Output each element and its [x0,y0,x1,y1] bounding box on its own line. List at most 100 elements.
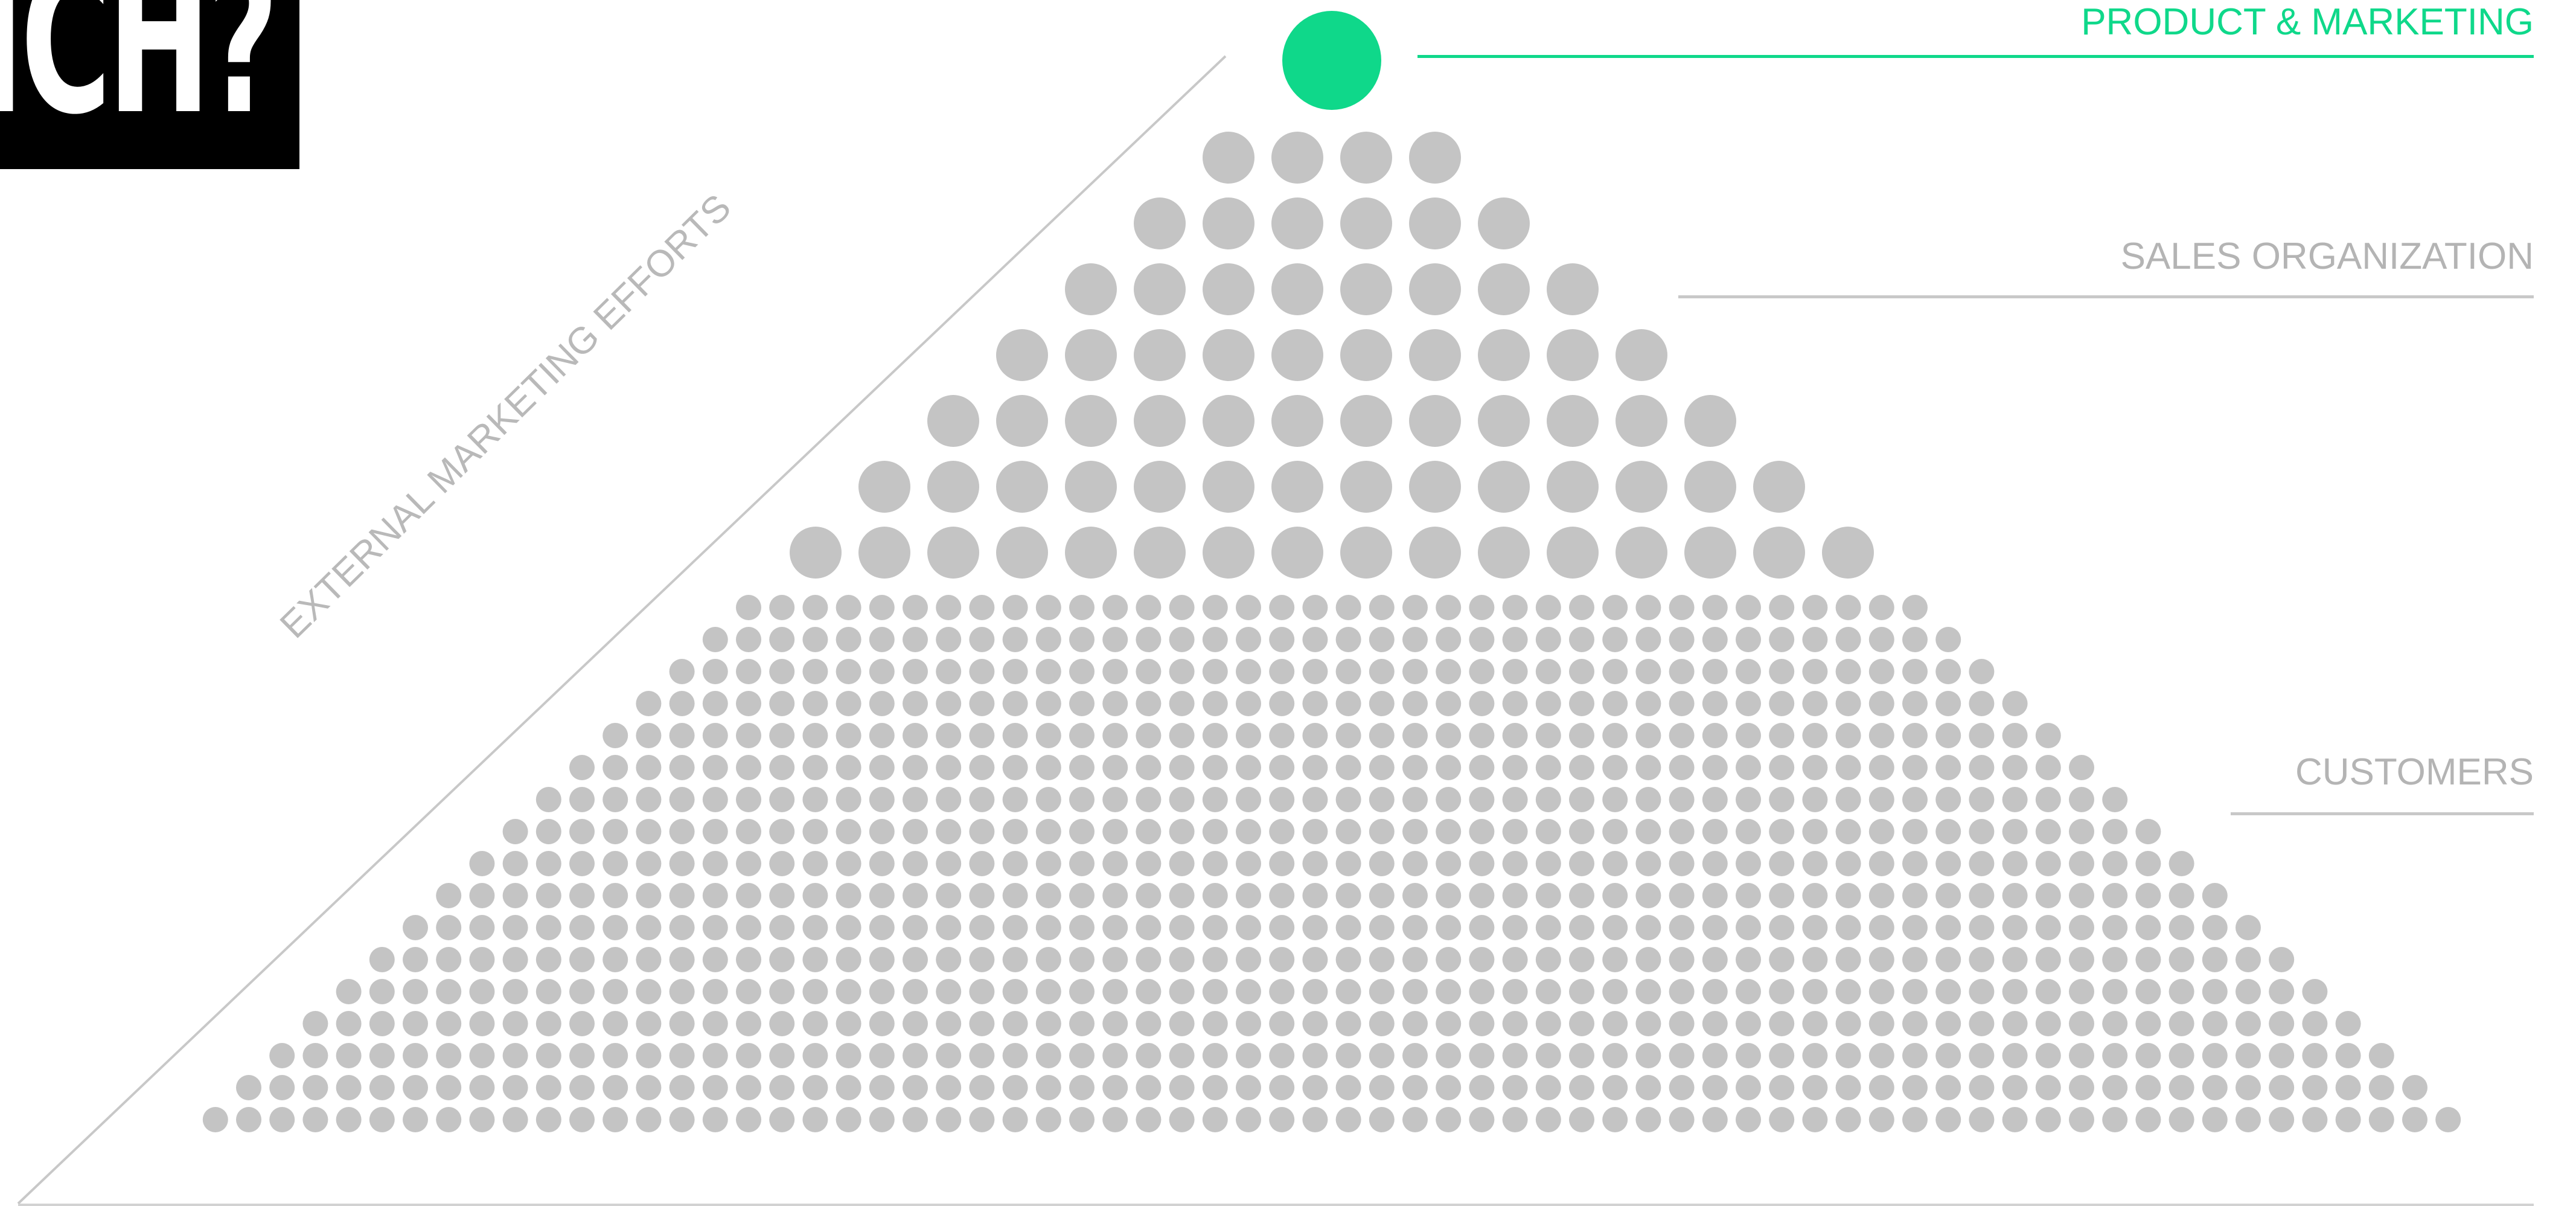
customer-dot [403,1107,428,1132]
sales-dot [1478,263,1530,315]
customer-dot [569,819,595,844]
customer-dot [1935,819,1961,844]
sales-dot [996,461,1048,513]
customer-dot [1169,659,1195,684]
customer-dot [2035,787,2061,812]
sales-dot [1203,132,1254,184]
customer-dot [2169,1011,2194,1036]
customer-dot [1602,851,1628,876]
customer-dot [1002,851,1028,876]
customer-dot [2035,979,2061,1004]
customer-dot [669,1043,695,1068]
customer-dot [1635,819,1661,844]
customer-dot [602,755,628,780]
customer-dot [2236,1011,2261,1036]
customer-dot [502,979,528,1004]
customer-dot [669,755,695,780]
customer-dot [1035,915,1061,940]
customer-dot [602,883,628,908]
customer-dot [1436,819,1462,844]
customer-dot [1535,1011,1561,1036]
customer-dot [1469,659,1495,684]
customer-dot [2269,1075,2295,1100]
customer-dot [836,595,861,620]
customer-dot [1868,659,1894,684]
customer-dot [736,595,761,620]
customer-dot [1736,595,1761,620]
customer-dot [1269,1107,1295,1132]
customer-dot [1702,883,1728,908]
customer-dot [1902,915,1928,940]
customer-dot [1102,691,1128,716]
customer-dot [602,979,628,1004]
customer-dot [903,723,928,748]
customer-dot [502,947,528,972]
customer-dot [1969,883,1995,908]
sales-dot [1684,395,1736,447]
customer-dot [1202,1043,1228,1068]
customer-dot [1969,915,1995,940]
customer-dot [2102,1075,2128,1100]
customer-dot [2135,851,2161,876]
customer-dot [903,1043,928,1068]
customer-dot [736,1107,761,1132]
customer-dot [1369,883,1395,908]
customer-dot [1935,627,1961,652]
sales-dot [1134,263,1186,315]
customer-dot [535,947,561,972]
customer-dot [1602,659,1628,684]
customer-dot [1502,1075,1528,1100]
customer-dot [736,659,761,684]
customer-dot [436,1043,462,1068]
customer-dot [1069,1107,1095,1132]
customer-dot [869,659,895,684]
customer-dot [2035,1011,2061,1036]
customer-dot [1669,883,1695,908]
customer-dot [502,915,528,940]
customer-dot [769,1043,795,1068]
customer-dot [836,979,861,1004]
customer-dot [1269,915,1295,940]
customer-dot [669,659,695,684]
customer-dot [1136,851,1162,876]
customer-dot [769,851,795,876]
customer-dot [1202,851,1228,876]
sales-dot [1271,395,1323,447]
customer-dot [502,1011,528,1036]
customer-dot [869,627,895,652]
customer-dot [802,947,828,972]
customer-dot [1769,915,1795,940]
customer-dot [302,1043,328,1068]
customer-dot [1369,1107,1395,1132]
customer-dot [802,595,828,620]
customer-dot [1602,723,1628,748]
customer-dot [1635,851,1661,876]
customer-dot [1736,755,1761,780]
customer-dot [1835,691,1861,716]
customer-dot [1335,979,1361,1004]
customer-dot [1635,1107,1661,1132]
customer-dot [1436,1043,1462,1068]
sales-dot [1271,527,1323,579]
customer-dot [1369,979,1395,1004]
customer-dot [502,883,528,908]
customer-dot [1802,595,1828,620]
sales-dot [1753,527,1805,579]
customer-dot [1802,819,1828,844]
customer-dot [769,595,795,620]
customer-dot [1635,691,1661,716]
customer-dot [1069,1011,1095,1036]
customer-dot [1868,819,1894,844]
customer-dot [602,787,628,812]
customer-dot [936,691,962,716]
customer-dot [535,979,561,1004]
customer-dot [1136,1075,1162,1100]
customer-dot [1069,627,1095,652]
customer-dot [1035,819,1061,844]
customer-dot [535,1107,561,1132]
sales-dot [1065,395,1117,447]
sales-organization-label: SALES ORGANIZATION [2120,236,2534,277]
customer-dot [936,595,962,620]
customer-dot [836,883,861,908]
customer-dot [436,1075,462,1100]
